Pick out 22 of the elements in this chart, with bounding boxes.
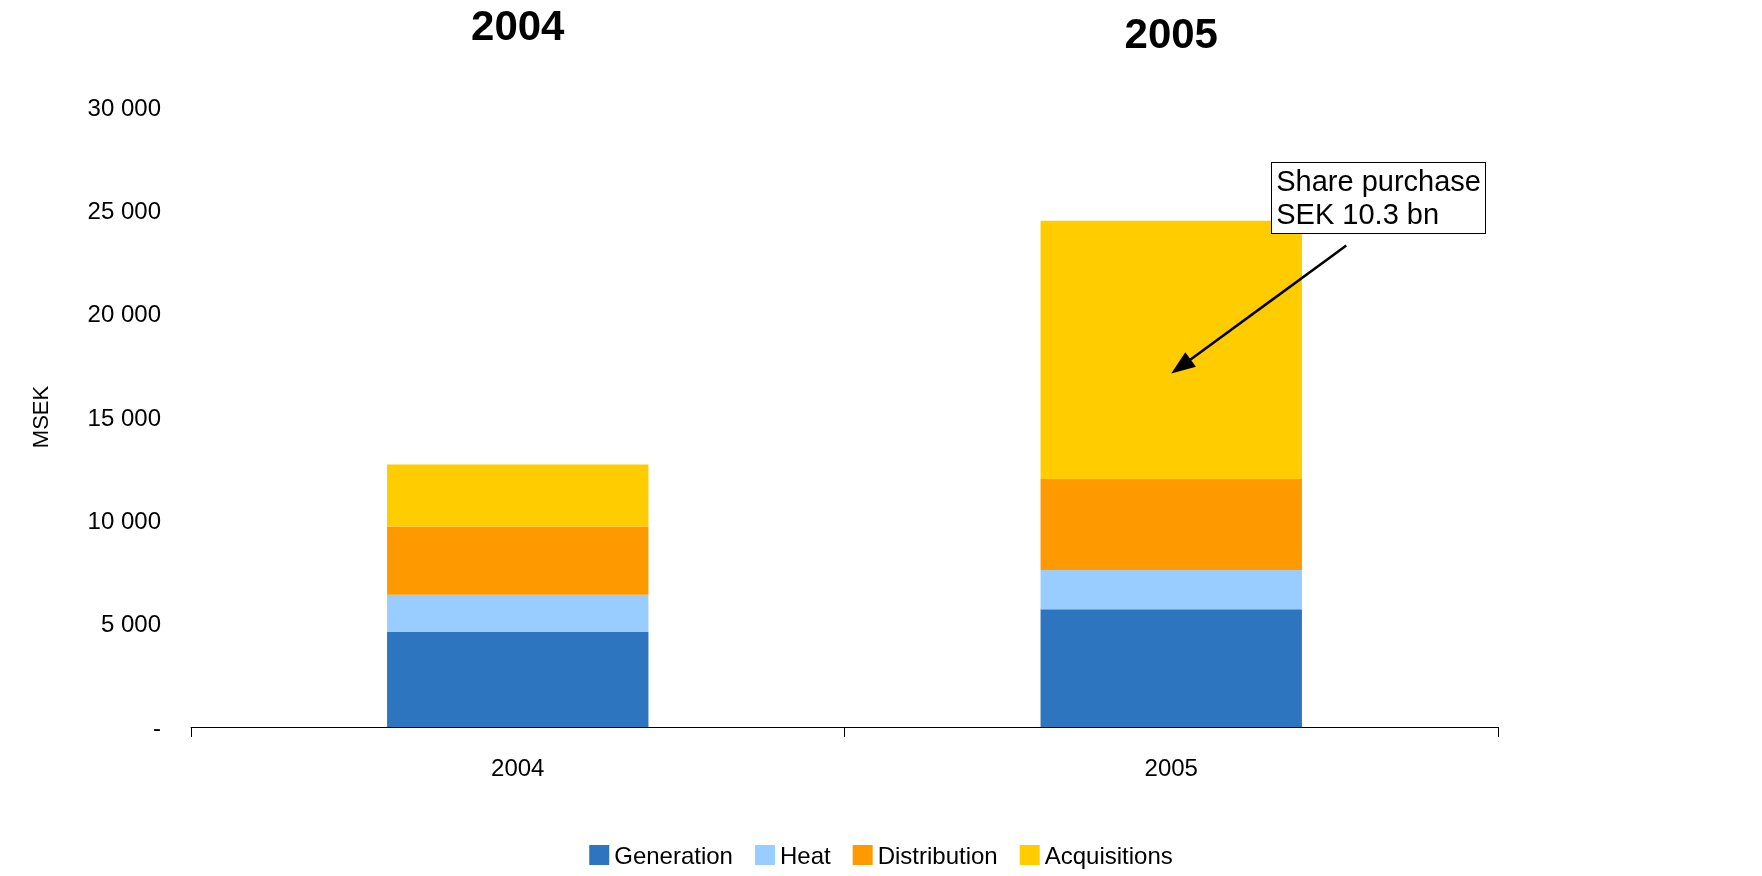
legend-label: Acquisitions — [1044, 841, 1173, 869]
bar — [387, 594, 649, 632]
y-tick-label: 15 000 — [87, 403, 161, 431]
annotation: Share purchase SEK 10.3 bn — [1271, 161, 1486, 235]
y-tick-label: 25 000 — [87, 196, 161, 224]
y-tick-label: 10 000 — [87, 506, 161, 534]
bar — [1040, 479, 1302, 570]
bar — [1040, 609, 1302, 727]
text: 2004 — [471, 2, 565, 50]
y-axis-title: MSEK — [27, 385, 53, 449]
text: 2005 — [1124, 10, 1218, 58]
y-tick-label: 20 000 — [87, 300, 161, 328]
bar — [1040, 569, 1302, 610]
y-tick-label: - — [153, 713, 161, 741]
bar — [387, 631, 649, 727]
legend-label: Heat — [779, 841, 831, 869]
y-tick-label: 30 000 — [87, 93, 161, 121]
bar — [387, 526, 649, 595]
bar — [387, 464, 649, 527]
legend-label: Distribution — [877, 841, 998, 869]
legend-label: Generation — [614, 841, 733, 869]
y-tick-label: 5 000 — [100, 610, 161, 638]
